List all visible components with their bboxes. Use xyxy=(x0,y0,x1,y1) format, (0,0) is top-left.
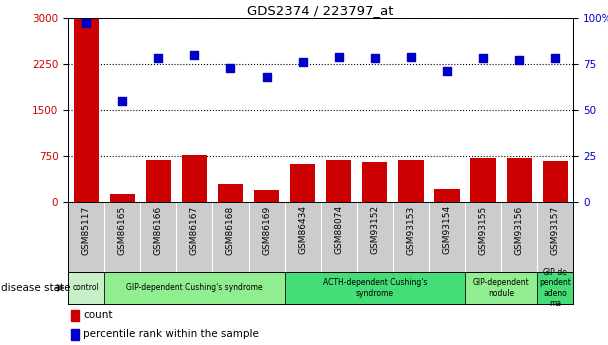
Bar xyxy=(285,272,465,304)
Text: GSM93157: GSM93157 xyxy=(551,205,560,255)
Point xyxy=(550,56,560,61)
Bar xyxy=(398,160,424,202)
Bar xyxy=(254,190,279,202)
Text: GSM88074: GSM88074 xyxy=(334,205,344,255)
Text: GSM86165: GSM86165 xyxy=(118,205,126,255)
Bar xyxy=(290,165,316,202)
Point xyxy=(406,54,416,59)
Point xyxy=(442,69,452,74)
Text: percentile rank within the sample: percentile rank within the sample xyxy=(83,329,259,339)
Text: GSM93154: GSM93154 xyxy=(443,205,452,255)
Title: GDS2374 / 223797_at: GDS2374 / 223797_at xyxy=(247,4,394,17)
Bar xyxy=(182,155,207,202)
Bar xyxy=(109,195,135,202)
Point xyxy=(153,56,163,61)
Text: GSM86167: GSM86167 xyxy=(190,205,199,255)
Bar xyxy=(104,272,285,304)
Point xyxy=(298,59,308,65)
Bar xyxy=(71,310,78,321)
Point xyxy=(261,74,271,80)
Bar xyxy=(218,184,243,202)
Point xyxy=(117,98,127,104)
Bar xyxy=(146,160,171,202)
Bar xyxy=(68,272,104,304)
Bar xyxy=(471,158,496,202)
Point xyxy=(370,56,380,61)
Point xyxy=(81,21,91,26)
Text: GIP-de
pendent
adeno
ma: GIP-de pendent adeno ma xyxy=(539,268,572,308)
Bar xyxy=(326,160,351,202)
Text: GSM93153: GSM93153 xyxy=(406,205,415,255)
Text: GSM93156: GSM93156 xyxy=(515,205,523,255)
Bar xyxy=(434,189,460,202)
Bar xyxy=(74,19,98,202)
Text: GSM86168: GSM86168 xyxy=(226,205,235,255)
Bar xyxy=(465,272,537,304)
Text: count: count xyxy=(83,310,112,321)
Bar xyxy=(71,329,78,340)
Point xyxy=(514,58,524,63)
Text: GIP-dependent Cushing's syndrome: GIP-dependent Cushing's syndrome xyxy=(126,283,263,292)
Text: GSM86169: GSM86169 xyxy=(262,205,271,255)
Text: GSM86434: GSM86434 xyxy=(298,205,307,254)
Text: GSM93155: GSM93155 xyxy=(478,205,488,255)
Point xyxy=(478,56,488,61)
Point xyxy=(334,54,344,59)
Text: ACTH-dependent Cushing's
syndrome: ACTH-dependent Cushing's syndrome xyxy=(323,278,427,297)
Text: GSM93152: GSM93152 xyxy=(370,205,379,255)
Bar xyxy=(537,272,573,304)
Text: GIP-dependent
nodule: GIP-dependent nodule xyxy=(473,278,530,297)
Text: GSM86166: GSM86166 xyxy=(154,205,163,255)
Text: control: control xyxy=(73,283,100,292)
Bar xyxy=(543,161,568,202)
Text: disease state: disease state xyxy=(1,283,71,293)
Text: GSM85117: GSM85117 xyxy=(81,205,91,255)
Point xyxy=(190,52,199,58)
Bar xyxy=(506,158,532,202)
Bar xyxy=(362,162,387,202)
Point xyxy=(226,65,235,70)
